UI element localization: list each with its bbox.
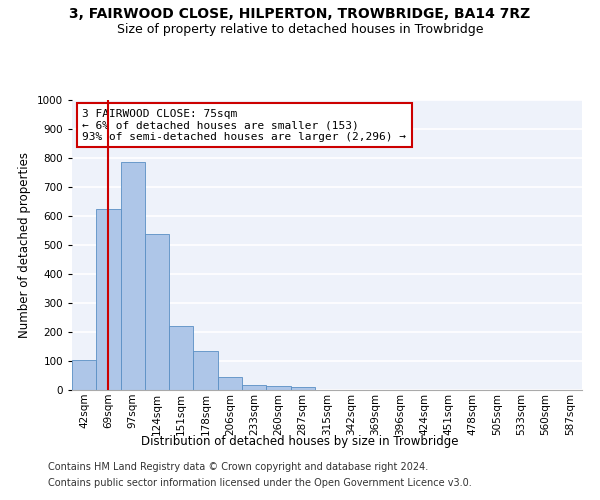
- Text: Size of property relative to detached houses in Trowbridge: Size of property relative to detached ho…: [117, 22, 483, 36]
- Bar: [72, 360, 96, 390]
- Bar: [218, 377, 242, 390]
- Text: 3, FAIRWOOD CLOSE, HILPERTON, TROWBRIDGE, BA14 7RZ: 3, FAIRWOOD CLOSE, HILPERTON, TROWBRIDGE…: [70, 8, 530, 22]
- Bar: [290, 387, 315, 390]
- Bar: [121, 162, 145, 390]
- Bar: [193, 351, 218, 390]
- Text: 3 FAIRWOOD CLOSE: 75sqm
← 6% of detached houses are smaller (153)
93% of semi-de: 3 FAIRWOOD CLOSE: 75sqm ← 6% of detached…: [82, 108, 406, 142]
- Bar: [96, 209, 121, 390]
- Bar: [145, 234, 169, 390]
- Text: Contains public sector information licensed under the Open Government Licence v3: Contains public sector information licen…: [48, 478, 472, 488]
- Bar: [169, 326, 193, 390]
- Bar: [266, 386, 290, 390]
- Bar: [242, 385, 266, 390]
- Text: Distribution of detached houses by size in Trowbridge: Distribution of detached houses by size …: [141, 435, 459, 448]
- Text: Contains HM Land Registry data © Crown copyright and database right 2024.: Contains HM Land Registry data © Crown c…: [48, 462, 428, 472]
- Y-axis label: Number of detached properties: Number of detached properties: [18, 152, 31, 338]
